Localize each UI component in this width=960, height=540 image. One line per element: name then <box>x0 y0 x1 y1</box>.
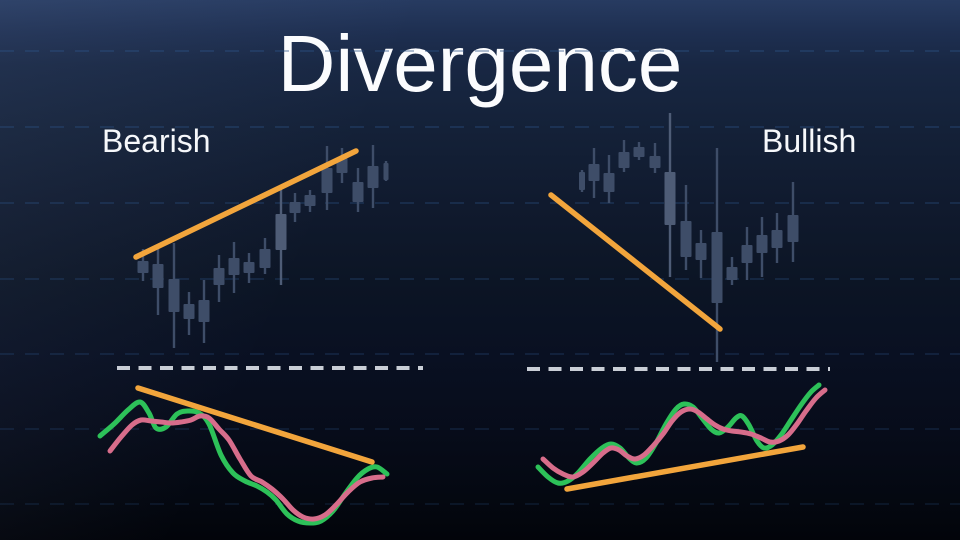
bearish-label: Bearish <box>102 123 211 159</box>
bullish-oscillator-trendline <box>564 444 806 492</box>
candle-body <box>588 164 600 181</box>
candle-body <box>579 172 585 190</box>
candle-body <box>603 173 615 192</box>
bullish-oscillator-chart <box>527 367 830 492</box>
candle-body <box>243 262 255 273</box>
candle-body <box>787 215 799 242</box>
bullish-price-chart <box>548 113 799 362</box>
candle-body <box>304 195 316 206</box>
bearish-price-trendline <box>133 148 359 260</box>
charts-layer <box>97 113 830 526</box>
gridlines-layer <box>0 50 960 505</box>
candle-body <box>259 249 271 268</box>
candle-body <box>664 172 676 225</box>
candle-body <box>198 300 210 322</box>
candle-body <box>726 267 738 280</box>
page-title: Divergence <box>277 19 683 108</box>
oscillator-fast-line <box>535 382 822 486</box>
candle-body <box>228 258 240 275</box>
candle-body <box>137 261 149 273</box>
candle-body <box>213 268 225 285</box>
candle-body <box>649 156 661 168</box>
candle-body <box>367 166 379 188</box>
oscillator-slow-line <box>107 413 386 522</box>
bullish-label: Bullish <box>762 123 857 159</box>
candle-body <box>352 182 364 202</box>
candle-body <box>289 202 301 213</box>
candle-body <box>695 243 707 260</box>
candle-body <box>633 147 645 157</box>
bullish-price-trendline <box>548 192 723 332</box>
candle-body <box>168 279 180 312</box>
candle-body <box>321 168 333 193</box>
candle-body <box>183 304 195 319</box>
candle-body <box>383 163 389 180</box>
candle-body <box>771 230 783 248</box>
oscillator-slow-line <box>540 387 828 480</box>
candle-body <box>275 214 287 250</box>
candle-body <box>152 264 164 288</box>
candle-body <box>741 245 753 263</box>
bearish-oscillator-chart <box>97 366 423 526</box>
candle-body <box>711 232 723 303</box>
candle-body <box>618 152 630 168</box>
bearish-oscillator-trendline <box>135 385 375 465</box>
candle-body <box>756 235 768 253</box>
candle-body <box>680 221 692 257</box>
bearish-price-chart <box>133 145 389 348</box>
